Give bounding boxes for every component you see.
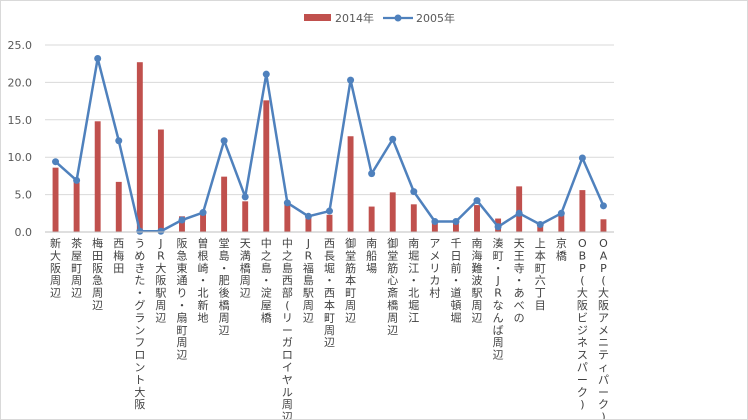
x-tick-label: アメリカ村 [429,237,440,300]
bar-2014 [579,190,586,232]
legend: 2014年 2005年 [304,11,455,25]
x-tick-label: 天王寺・あべの [514,237,525,324]
bar-2014 [368,206,375,232]
x-tick-label: 御堂筋本町周辺 [345,236,356,324]
bar-2014 [558,212,565,232]
y-tick-label: 10.0 [8,151,33,164]
point-2005 [199,209,207,217]
bar-2014 [389,192,396,232]
y-tick-label: 0.0 [15,226,33,239]
point-2005 [304,212,312,220]
x-tick-label: 中之島西部(リーガロイヤル周辺) [282,237,293,419]
bar-series-2014 [52,62,607,233]
point-2005 [220,137,228,145]
bar-2014 [347,136,354,232]
bar-2014 [115,181,122,232]
point-2005 [326,207,333,215]
bar-2014 [263,100,270,233]
bar-2014 [94,121,101,232]
point-2005 [452,218,460,226]
x-tick-label: 湊町・ J R なんば周辺 [493,236,504,362]
point-2005 [515,209,523,217]
point-2005 [599,202,607,210]
bar-2014 [242,201,249,232]
x-tick-label: 南堀江・北堀江 [408,237,419,324]
x-tick-label: 西長堀・西本町周辺 [324,237,335,349]
line-series-2005 [52,54,607,235]
x-tick-label: 曽根崎・北新地 [198,236,209,324]
point-2005 [157,227,165,235]
x-tick-label: 新大阪周辺 [50,236,61,300]
point-2005 [347,76,355,84]
point-2005 [368,170,376,178]
point-2005 [578,154,586,162]
bar-2014 [516,186,523,232]
point-2005 [73,176,81,184]
point-2005 [283,199,291,207]
y-tick-label: 15.0 [8,114,33,127]
x-tick-label: 南船場 [366,237,377,275]
x-tick-label: 南海難波駅周辺 [472,237,483,324]
point-2005 [94,54,102,62]
x-tick-label: 西梅田 [113,237,124,275]
x-tick-label: J R 大阪駅周辺 [155,237,166,324]
point-2005 [115,137,123,145]
x-tick-label: O B P (大阪ビジネスパーク) [577,237,588,411]
point-2005 [52,158,60,166]
bar-2014 [136,62,143,233]
bar-2014 [73,179,80,232]
y-tick-label: 25.0 [8,39,33,52]
x-tick-label: 中之島・淀屋橋 [261,237,272,324]
point-2005 [536,221,544,229]
bar-2014 [431,223,438,232]
x-tick-label: O A P (大阪アメニティパーク) [598,237,609,419]
point-2005 [431,218,439,226]
x-tick-label: 上本町六丁目 [535,237,546,312]
bar-2014 [326,214,333,232]
point-2005 [389,135,397,143]
x-tick-label: 阪急東通り・扇町周辺 [176,236,187,362]
point-2005 [473,197,481,205]
point-2005 [410,188,418,196]
point-2005 [178,216,186,224]
point-2005 [557,209,565,217]
x-tick-label: 茶屋町周辺 [71,237,82,300]
bar-2014 [157,129,164,232]
x-tick-label: 天満橋周辺 [240,237,251,300]
x-tick-label: 梅田阪急周辺 [92,236,103,312]
bar-2014 [305,215,312,232]
y-tick-label: 20.0 [8,76,33,89]
legend-label-2005: 2005年 [416,11,455,25]
bar-2014 [474,205,480,232]
x-tick-label: 千日前・道頓堀 [450,237,461,324]
x-tick-label: 京橋 [556,236,567,262]
y-tick-label: 5.0 [15,189,33,202]
x-tick-label: 堂島・肥後橋周辺 [219,237,230,337]
legend-line-marker [394,14,402,22]
point-2005 [241,193,249,201]
bar-2014 [284,202,291,232]
point-2005 [494,223,502,231]
bar-2014 [52,167,59,232]
gridlines [45,44,614,196]
x-tick-label: うめきた・グランフロント大阪 [134,237,145,411]
bar-2014 [221,176,228,232]
x-tick-label: 御堂筋心斎橋周辺 [387,236,398,337]
bar-2014 [410,204,417,232]
point-2005 [262,70,270,78]
legend-label-2014: 2014年 [335,11,374,25]
bar-2014 [179,216,185,232]
x-tick-label: J R 福島駅周辺 [303,237,314,324]
bar-2014 [452,223,459,232]
point-2005 [136,227,144,235]
bar-2014 [600,219,607,232]
legend-bar-swatch [304,14,331,21]
bar-2014 [200,211,207,232]
y-axis-ticks: 0.0 5.0 10.0 15.0 20.0 25.0 [8,39,33,239]
